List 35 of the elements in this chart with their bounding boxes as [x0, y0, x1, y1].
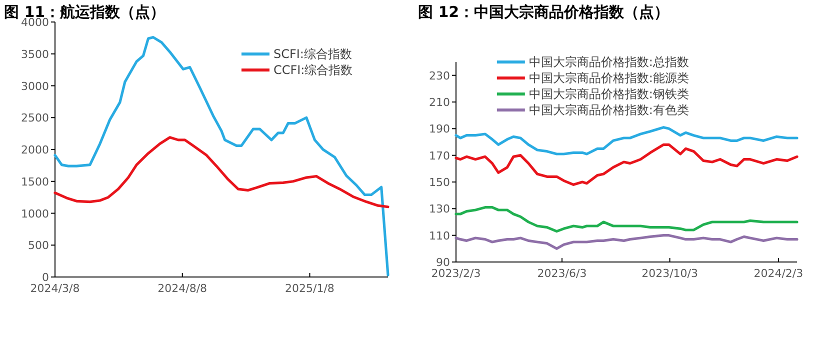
x-tick-label: 2023/2/3 [431, 267, 481, 280]
y-tick-label: 500 [28, 239, 49, 252]
x-tick-label: 2024/2/3 [754, 267, 804, 280]
y-tick-label: 0 [42, 271, 49, 284]
legend-label: 中国大宗商品价格指数:总指数 [528, 55, 689, 69]
chart-title: 图 12：中国大宗商品价格指数（点） [418, 3, 670, 21]
line-series [54, 136, 390, 208]
y-tick-label: 150 [429, 176, 450, 189]
y-tick-label: 1000 [21, 207, 49, 220]
y-tick-label: 210 [429, 96, 450, 109]
legend-label: 中国大宗商品价格指数:钢铁类 [528, 87, 689, 101]
x-tick-label: 2025/1/8 [285, 282, 334, 295]
y-tick-label: 130 [429, 202, 450, 216]
y-tick-label: 190 [429, 122, 450, 136]
legend-label: 中国大宗商品价格指数:有色类 [528, 103, 689, 117]
y-tick-label: 1500 [21, 175, 49, 188]
y-tick-label: 230 [429, 69, 450, 82]
y-tick-label: 170 [429, 149, 450, 162]
y-tick-label: 90 [436, 256, 450, 269]
x-tick-label: 2024/8/8 [158, 282, 208, 295]
legend-label: CCFI:综合指数 [273, 63, 353, 77]
y-tick-label: 3500 [21, 48, 49, 61]
y-tick-label: 2500 [21, 112, 49, 125]
line-series [454, 206, 798, 233]
y-tick-label: 110 [429, 229, 450, 242]
legend-label: SCFI:综合指数 [273, 47, 352, 61]
y-tick-label: 2000 [21, 144, 49, 156]
x-tick-label: 2023/10/3 [642, 267, 698, 280]
x-tick-label: 2024/3/8 [30, 282, 80, 295]
line-series [454, 126, 798, 156]
x-tick-label: 2023/6/3 [537, 267, 587, 280]
line-series [454, 143, 798, 186]
legend-label: 中国大宗商品价格指数:能源类 [528, 71, 689, 85]
y-tick-label: 3000 [21, 80, 49, 93]
line-series [454, 234, 798, 250]
